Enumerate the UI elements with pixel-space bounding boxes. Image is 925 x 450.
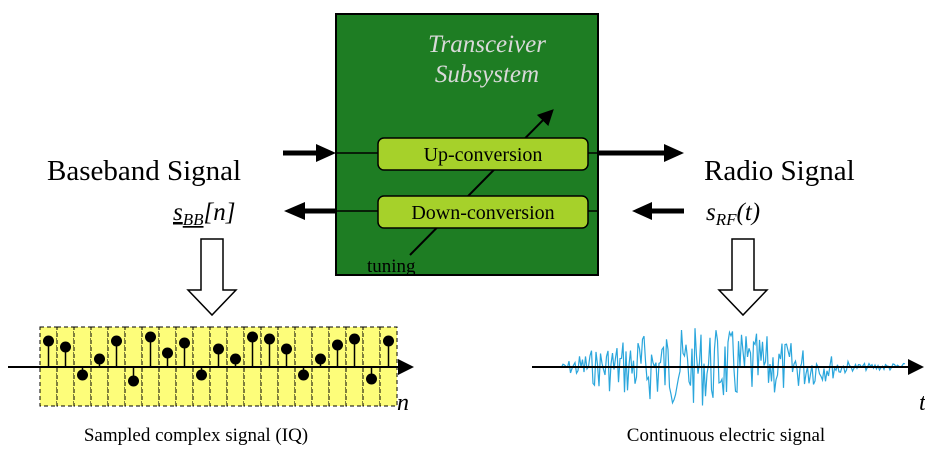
- sample-point: [230, 353, 241, 365]
- baseband-output-arrow: [284, 202, 336, 220]
- baseband-symbol-base: s: [173, 199, 183, 226]
- sample-point: [213, 343, 224, 355]
- sample-point: [366, 373, 377, 385]
- sample-point: [94, 353, 105, 365]
- tuning-label: tuning: [367, 256, 416, 277]
- baseband-down-arrow: [186, 238, 238, 317]
- baseband-input-arrow: [283, 144, 336, 162]
- baseband-symbol-arg: [n]: [204, 199, 236, 226]
- sample-point: [332, 339, 343, 351]
- radio-axis-head: [908, 359, 924, 375]
- baseband-caption: Sampled complex signal (IQ): [84, 425, 308, 445]
- tuning-arrow: [409, 109, 554, 256]
- baseband-symbol: sBB[n]: [173, 199, 235, 229]
- sample-point: [196, 369, 207, 381]
- sample-point: [43, 335, 54, 347]
- up-conversion-label: Up-conversion: [424, 144, 543, 166]
- baseband-axis-head: [398, 359, 414, 375]
- subsystem-title-line2: Subsystem: [435, 61, 539, 88]
- rf-waveform: [559, 328, 906, 406]
- radio-axis-label: t: [919, 390, 925, 416]
- sample-point: [264, 333, 275, 345]
- up-conversion-block: [377, 137, 589, 171]
- sample-point: [77, 369, 88, 381]
- sample-point: [145, 331, 156, 343]
- subsystem-title-line1: Transceiver: [428, 31, 546, 58]
- radio-output-arrow: [598, 144, 684, 162]
- sample-point: [60, 341, 71, 353]
- sample-point: [111, 335, 122, 347]
- sample-point: [162, 347, 173, 359]
- radio-symbol: sRF(t): [706, 199, 760, 229]
- radio-symbol-sub: RF: [715, 210, 737, 229]
- down-conversion-label: Down-conversion: [411, 202, 554, 224]
- sample-point: [179, 337, 190, 349]
- sample-point: [128, 375, 139, 387]
- radio-title: Radio Signal: [704, 155, 855, 187]
- baseband-axis-label: n: [397, 390, 409, 416]
- sample-point: [247, 331, 258, 343]
- baseband-title: Baseband Signal: [47, 155, 241, 187]
- radio-caption: Continuous electric signal: [627, 425, 825, 445]
- radio-input-arrow: [632, 202, 684, 220]
- radio-down-arrow: [717, 238, 769, 317]
- sample-point: [315, 353, 326, 365]
- radio-symbol-arg: (t): [737, 199, 761, 226]
- sample-point: [281, 343, 292, 355]
- radio-symbol-base: s: [706, 199, 716, 226]
- down-conversion-block: [377, 195, 589, 229]
- baseband-symbol-sub: BB: [183, 210, 204, 229]
- sample-point: [383, 335, 394, 347]
- sample-point: [298, 369, 309, 381]
- sample-stems: [43, 331, 394, 387]
- sample-point: [349, 333, 360, 345]
